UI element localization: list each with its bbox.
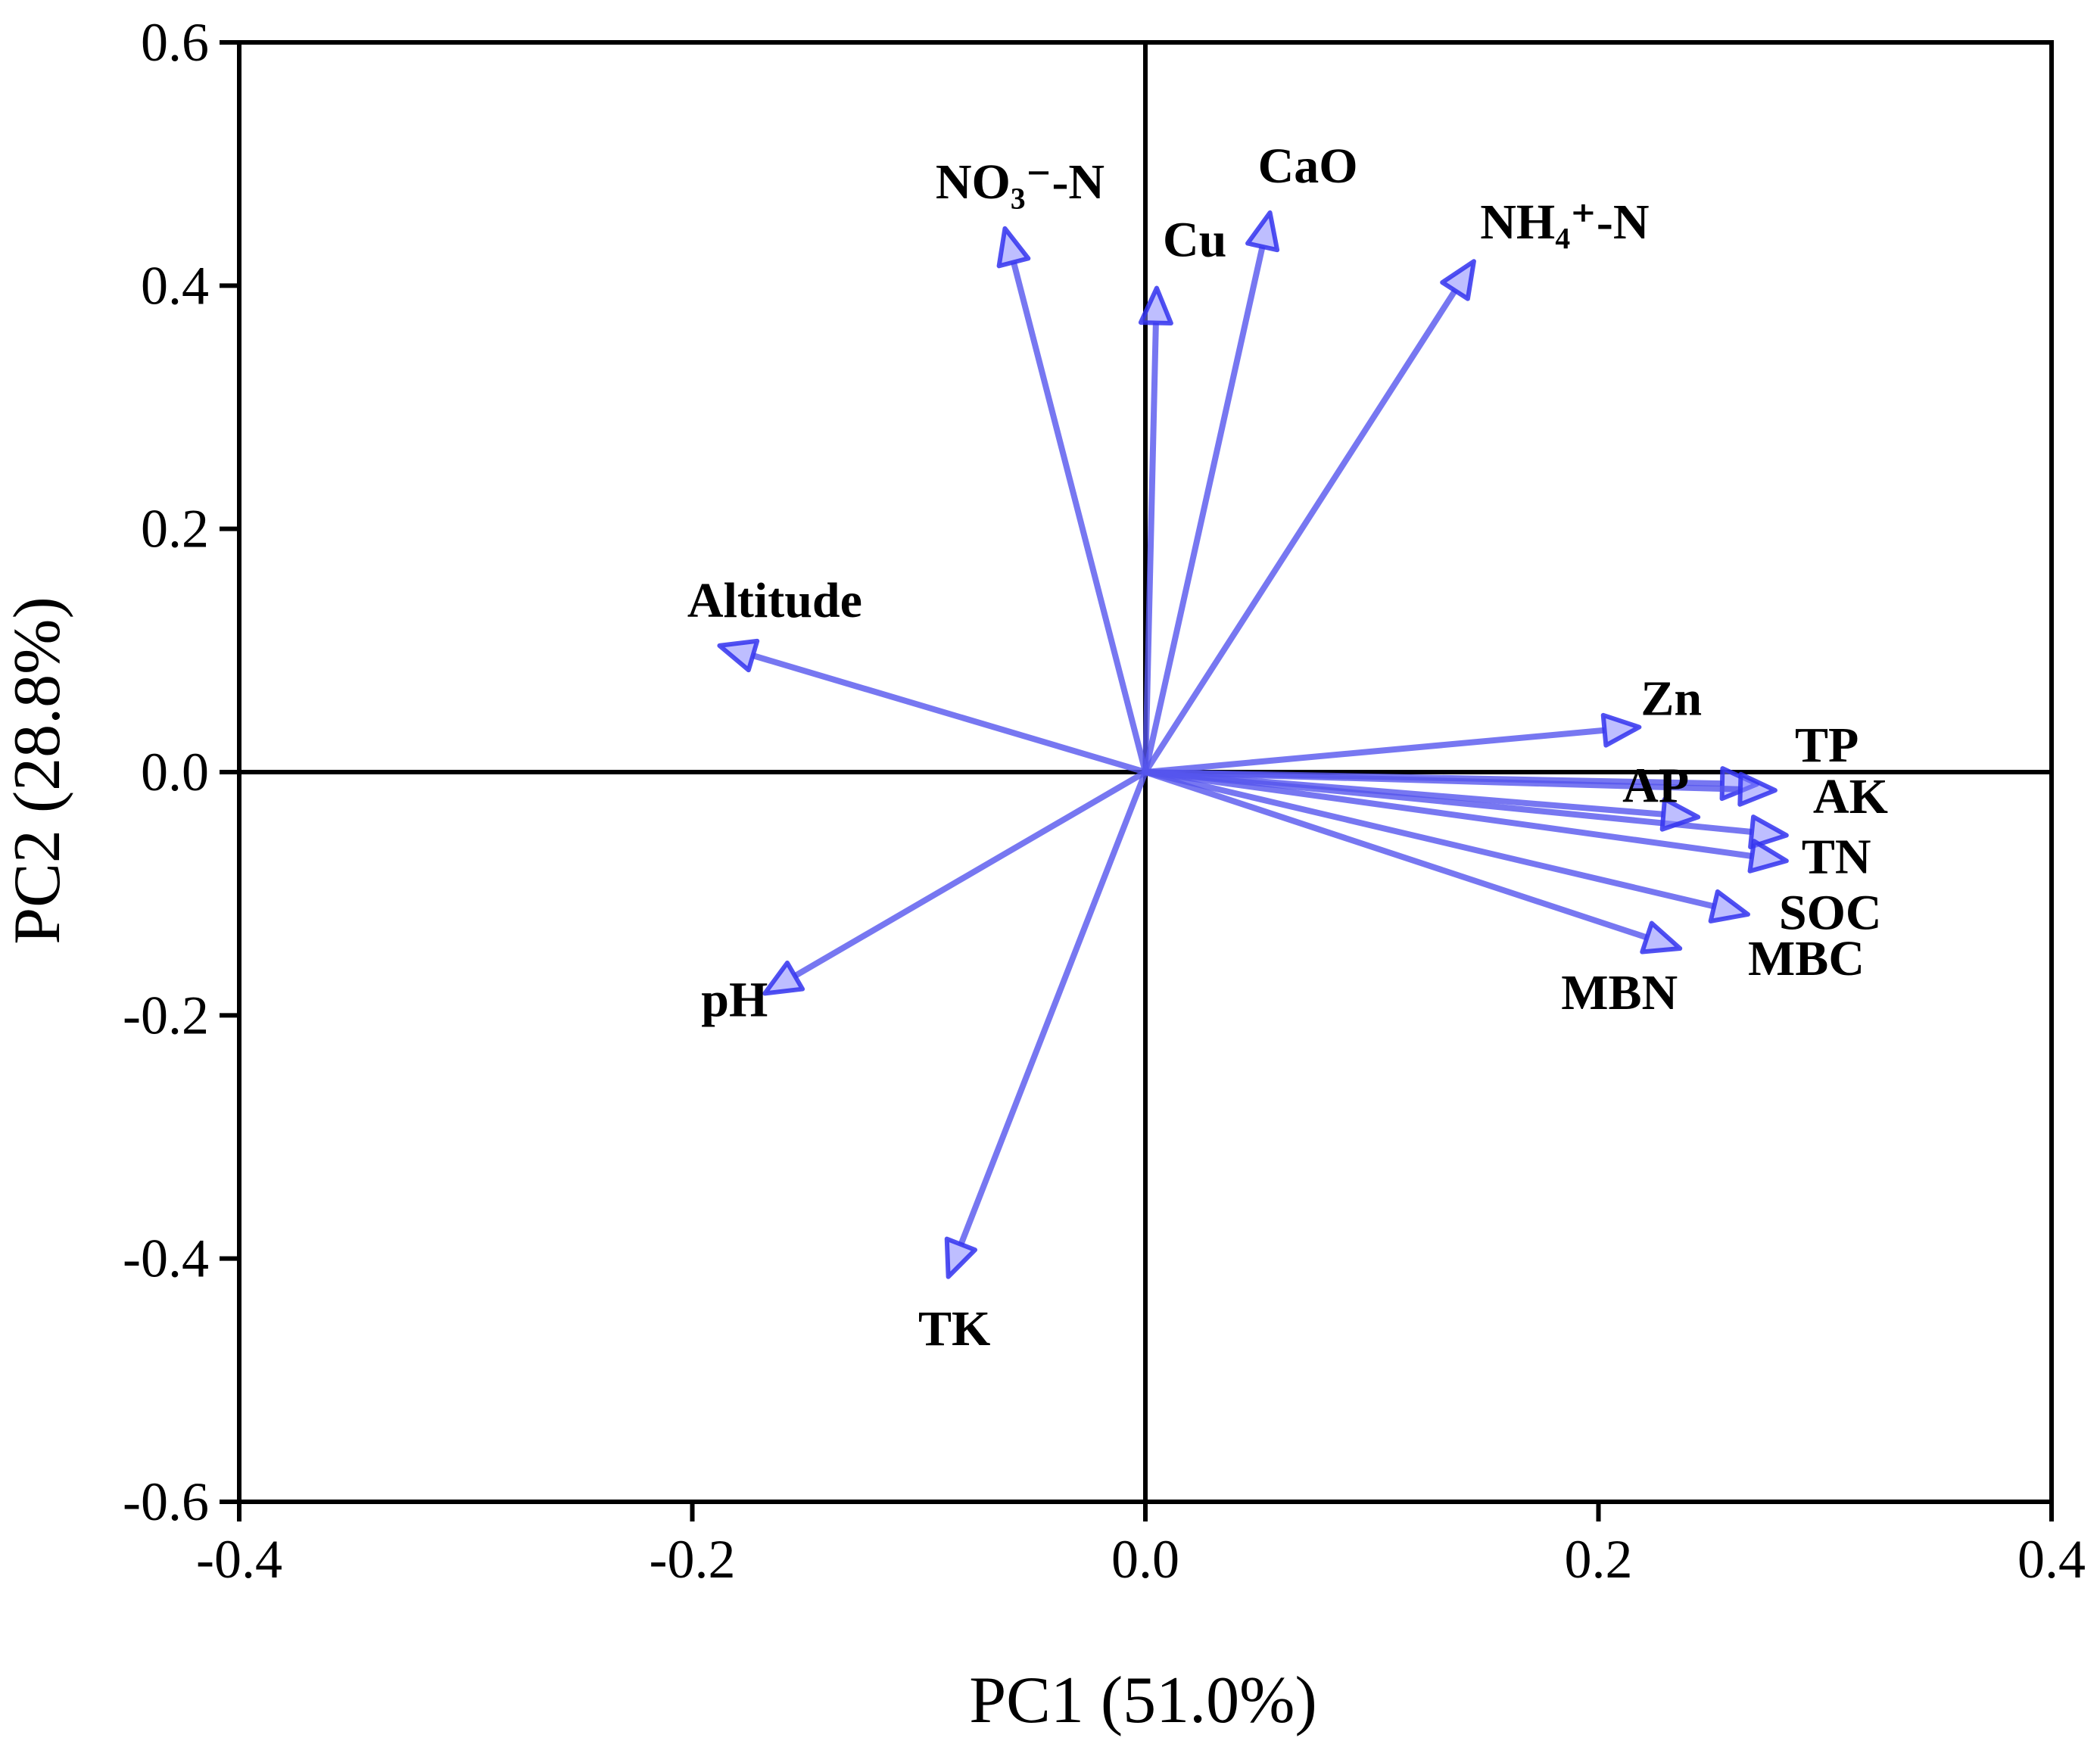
vector-label-soc: SOC [1779, 885, 1882, 940]
y-tick-label: 0.6 [141, 12, 209, 73]
y-tick-label: -0.2 [123, 985, 209, 1045]
y-tick-label: -0.6 [123, 1472, 209, 1532]
vector-ph-shaft [793, 769, 1148, 979]
y-tick-label: 0.4 [141, 255, 209, 316]
vector-ak-head [1737, 771, 1778, 807]
vector-zn-head [1600, 712, 1642, 748]
x-tick-label: 0.4 [2017, 1529, 2086, 1590]
vector-tk-shaft [958, 771, 1148, 1246]
vector-altitude-head [717, 638, 760, 673]
vector-label-cao: CaO [1258, 139, 1358, 194]
vector-cao-shaft [1142, 245, 1266, 773]
x-axis-title: PC1 (51.0%) [969, 1664, 1317, 1737]
vector-no-n-shaft [1011, 261, 1148, 774]
vector-label-nh-n: NH₄⁺-N [1480, 195, 1649, 250]
vector-label-ph: pH [701, 972, 768, 1027]
x-tick-label: -0.2 [650, 1529, 736, 1590]
vector-label-zn: Zn [1640, 671, 1702, 727]
vector-cao-head [1245, 210, 1280, 253]
y-tick-label: 0.0 [141, 742, 209, 802]
vector-ph-head [762, 960, 805, 996]
vector-zn-shaft [1145, 727, 1605, 775]
vector-label-ak: AK [1813, 769, 1888, 824]
vector-label-tp: TP [1795, 718, 1859, 773]
vector-nh-n-head [1440, 259, 1476, 301]
vector-label-tn: TN [1802, 830, 1871, 885]
vector-label-mbn: MBN [1561, 965, 1678, 1020]
y-tick-label: 0.2 [141, 499, 209, 559]
vector-mbc-shaft [1145, 769, 1715, 910]
y-tick-label: -0.4 [123, 1229, 209, 1289]
axes: -0.4 -0.2 0.0 0.2 0.4-0.6-0.4-0.20.00.20.40.… [123, 12, 2086, 1590]
vector-altitude-shaft [752, 652, 1147, 775]
vector-label-altitude: Altitude [687, 573, 862, 628]
vector-nh-n-shaft [1142, 288, 1458, 774]
vector-label-mbc: MBC [1748, 931, 1865, 986]
vector-label-no-n: NO₃⁻-N [936, 154, 1105, 210]
vector-soc-head [1747, 839, 1789, 874]
vector-cu-shaft [1142, 322, 1159, 773]
vector-ap-head [1659, 796, 1701, 832]
loading-vectors [717, 210, 1789, 1279]
x-tick-label: -0.4 [196, 1529, 282, 1590]
x-tick-label: 0.2 [1565, 1529, 1633, 1590]
vector-mbn-shaft [1144, 769, 1648, 941]
vector-mbc-head [1708, 889, 1751, 923]
vector-ap-shaft [1145, 769, 1664, 818]
vector-soc-shaft [1145, 769, 1753, 859]
x-tick-label: 0.0 [1111, 1529, 1179, 1590]
y-axis-title: PC2 (28.8%) [1, 596, 74, 945]
vector-label-tk: TK [918, 1301, 990, 1356]
vector-ak-shaft [1145, 769, 1741, 793]
vector-mbn-head [1640, 920, 1683, 955]
vector-tk-head [944, 1236, 978, 1279]
vector-cu-head [1138, 285, 1173, 326]
vector-label-cu: Cu [1163, 213, 1226, 268]
vector-no-n-head [996, 226, 1031, 269]
vector-label-ap: AP [1622, 758, 1689, 813]
vector-tn-head [1748, 814, 1789, 849]
